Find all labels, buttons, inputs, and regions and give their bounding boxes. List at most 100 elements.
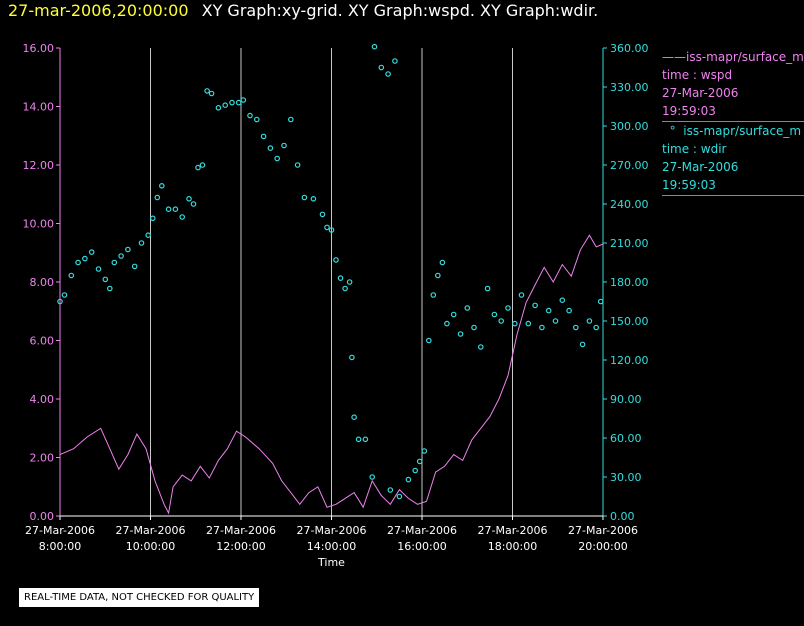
series-wdir-point-2: [68, 272, 75, 279]
title-date: 27-mar-2006,20:00:00: [8, 1, 189, 20]
series-wdir-point-9: [111, 259, 118, 266]
legend-wspd[interactable]: ——iss-mapr/surface_m time : wspd 27-Mar-…: [662, 48, 804, 122]
legend-wdir-source: ° iss-mapr/surface_m: [669, 124, 802, 138]
series-wdir-point-47: [342, 285, 348, 292]
legend-wspd-date: 27-Mar-2006: [662, 86, 739, 100]
series-wdir-point-75: [491, 311, 498, 318]
series-wdir-point-16: [154, 194, 161, 201]
series-wdir-point-69: [450, 311, 457, 318]
y-right-tick-label-9: 270.00: [610, 159, 649, 172]
legend-wspd-field: time : wspd: [662, 68, 733, 82]
y-right-tick-label-5: 150.00: [610, 315, 649, 328]
series-wdir-point-28: [222, 102, 229, 109]
series-wdir-point-76: [498, 318, 505, 324]
legend-wdir-date: 27-Mar-2006: [662, 160, 739, 174]
y-right-tick-label-12: 360.00: [610, 42, 649, 55]
y-left-tick-label-7: 14.00: [23, 101, 55, 114]
y-right-tick-label-11: 330.00: [610, 81, 649, 94]
line-marker-icon: ——: [662, 50, 686, 64]
x-tick-date-0: 27-Mar-2006: [25, 524, 95, 537]
y-right-tick-label-1: 30.00: [610, 471, 642, 484]
series-wdir-point-54: [378, 64, 385, 71]
series-wdir-point-11: [125, 246, 131, 253]
series-wdir-point-38: [287, 116, 294, 123]
series-wdir-point-31: [240, 97, 247, 103]
y-left-tick-label-5: 10.00: [23, 218, 55, 231]
series-wdir-point-85: [559, 297, 566, 304]
series-wdir-point-36: [274, 155, 281, 162]
series-wdir-point-5: [88, 249, 95, 255]
x-tick-date-1: 27-Mar-2006: [116, 524, 186, 537]
series-wdir-point-90: [593, 324, 600, 331]
series-wdir-point-55: [385, 71, 391, 77]
y-right-tick-label-4: 120.00: [610, 354, 649, 367]
series-wdir-point-7: [102, 276, 109, 283]
series-wdir-point-43: [324, 224, 330, 231]
x-tick-date-5: 27-Mar-2006: [478, 524, 548, 537]
y-right-tick-label-10: 300.00: [610, 120, 649, 133]
y-right-tick-label-0: 0.00: [610, 510, 635, 523]
series-wdir-point-39: [294, 162, 301, 168]
series-wdir-point-48: [346, 279, 353, 285]
x-tick-time-5: 18:00:00: [488, 540, 537, 553]
y-left-tick-label-4: 8.00: [30, 276, 55, 289]
series-wdir-point-78: [511, 320, 518, 327]
x-tick-date-2: 27-Mar-2006: [206, 524, 276, 537]
series-wdir-point-46: [337, 275, 344, 281]
series-wdir-point-37: [281, 142, 287, 149]
legend-wdir-time: 19:59:03: [662, 178, 716, 192]
x-tick-date-4: 27-Mar-2006: [387, 524, 457, 537]
series-wdir-point-24: [199, 162, 206, 168]
title-bar: 27-mar-2006,20:00:00 XY Graph:xy-grid. X…: [0, 0, 804, 26]
y-left-tick-label-2: 4.00: [30, 393, 55, 406]
series-wdir-point-77: [505, 305, 511, 311]
series-wdir-point-56: [392, 58, 398, 64]
y-left-tick-label-1: 2.00: [30, 452, 55, 465]
series-wdir-point-42: [319, 211, 326, 218]
legend-wdir-field: time : wdir: [662, 142, 727, 156]
series-wdir-point-49: [349, 354, 355, 361]
x-tick-time-6: 20:00:00: [578, 540, 627, 553]
series-wdir-point-17: [159, 183, 165, 189]
series-wdir-point-61: [412, 467, 419, 474]
series-wdir-point-26: [208, 90, 215, 97]
series-wdir-point-13: [138, 240, 145, 246]
x-axis-label: Time: [317, 556, 345, 569]
series-wdir-point-80: [525, 320, 532, 327]
series-wdir-point-18: [165, 206, 172, 213]
series-wdir-point-32: [247, 112, 253, 119]
series-wdir-point-44: [328, 227, 335, 233]
series-wdir-point-58: [387, 487, 394, 493]
series-wdir-point-33: [253, 116, 260, 123]
series-wdir-point-83: [545, 307, 552, 314]
x-tick-time-0: 8:00:00: [39, 540, 81, 553]
series-wdir-point-60: [405, 476, 412, 483]
legend-wspd-source: ——iss-mapr/surface_m: [662, 50, 804, 64]
series-wdir-point-10: [118, 253, 124, 259]
series-wdir-point-4: [82, 255, 88, 262]
x-tick-date-6: 27-Mar-2006: [568, 524, 638, 537]
y-left-tick-label-3: 6.00: [30, 335, 55, 348]
series-wdir-point-67: [439, 259, 446, 266]
series-wdir-point-66: [434, 272, 441, 279]
series-wdir-point-89: [586, 318, 593, 324]
y-right-tick-label-2: 60.00: [610, 432, 642, 445]
y-left-tick-label-6: 12.00: [23, 159, 55, 172]
series-wdir-point-68: [444, 320, 450, 327]
series-wdir-point-70: [457, 331, 464, 337]
series-wdir-point-19: [172, 206, 179, 213]
x-tick-date-3: 27-Mar-2006: [297, 524, 367, 537]
series-wdir-point-73: [477, 344, 484, 350]
series-wdir-point-21: [186, 196, 192, 202]
series-wdir-point-14: [145, 232, 152, 239]
series-wdir-point-81: [532, 302, 538, 309]
x-tick-time-3: 14:00:00: [307, 540, 356, 553]
legend-wdir[interactable]: ° iss-mapr/surface_m time : wdir 27-Mar-…: [662, 122, 804, 196]
series-wspd-line: [59, 234, 604, 515]
series-wdir-point-91: [597, 298, 604, 305]
series-wdir-point-30: [235, 99, 242, 106]
series-wdir-point-52: [362, 436, 369, 443]
series-wdir-point-15: [150, 215, 156, 222]
legend-wspd-time: 19:59:03: [662, 104, 716, 118]
